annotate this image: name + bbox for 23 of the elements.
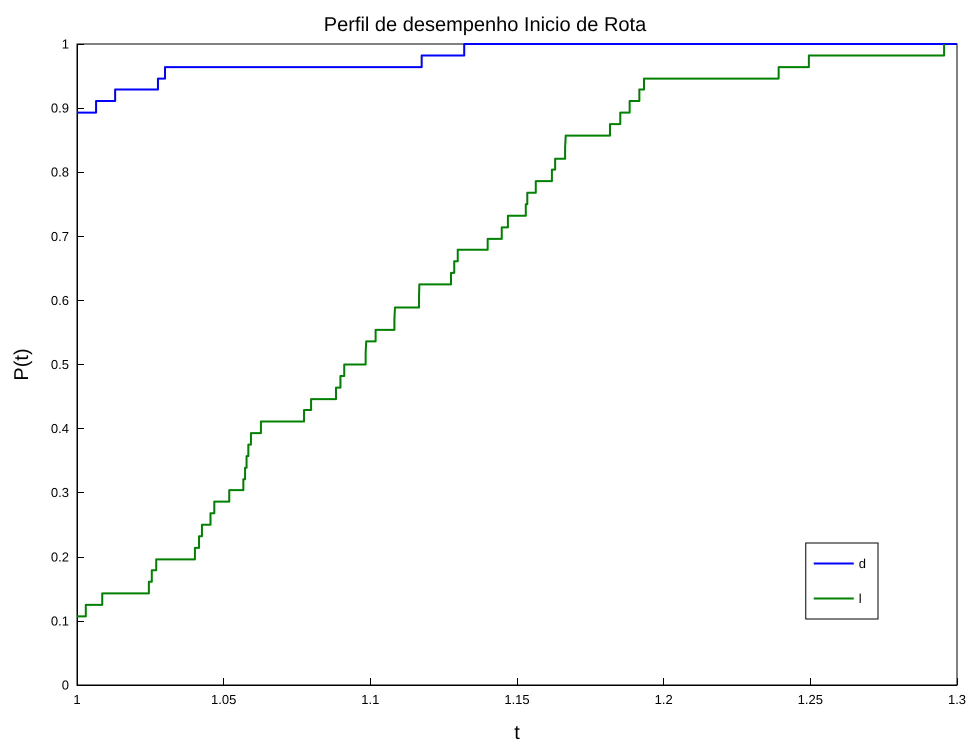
y-tick-label: 0.2 bbox=[50, 549, 69, 564]
x-tick-label: 1.3 bbox=[948, 692, 966, 707]
y-tick-label: 0.8 bbox=[50, 164, 69, 180]
legend-label: l bbox=[858, 591, 862, 606]
y-tick-label: 0.4 bbox=[50, 421, 69, 436]
x-tick-label: 1.25 bbox=[798, 692, 823, 707]
x-axis-title: t bbox=[514, 722, 520, 744]
y-tick-label: 0 bbox=[62, 678, 69, 692]
legend-label: d bbox=[858, 556, 866, 571]
y-tick-label: 0.6 bbox=[50, 292, 69, 308]
x-tick-label: 1.2 bbox=[654, 692, 673, 707]
y-tick-label: 0.3 bbox=[50, 485, 69, 500]
y-tick-label: 0.1 bbox=[50, 613, 69, 628]
x-tick-label: 1.15 bbox=[504, 692, 530, 707]
y-tick-label: 0.5 bbox=[50, 357, 69, 372]
chart-title: Perfil de desempenho Inicio de Rota bbox=[324, 14, 648, 36]
x-tick-label: 1.05 bbox=[211, 692, 236, 707]
x-tick-label: 1.1 bbox=[361, 692, 380, 707]
y-tick-label: 1 bbox=[62, 36, 69, 52]
y-tick-label: 0.7 bbox=[50, 228, 69, 244]
x-tick-label: 1 bbox=[73, 692, 81, 707]
y-axis-title: P(t) bbox=[11, 348, 33, 381]
y-tick-label: 0.9 bbox=[50, 100, 69, 116]
